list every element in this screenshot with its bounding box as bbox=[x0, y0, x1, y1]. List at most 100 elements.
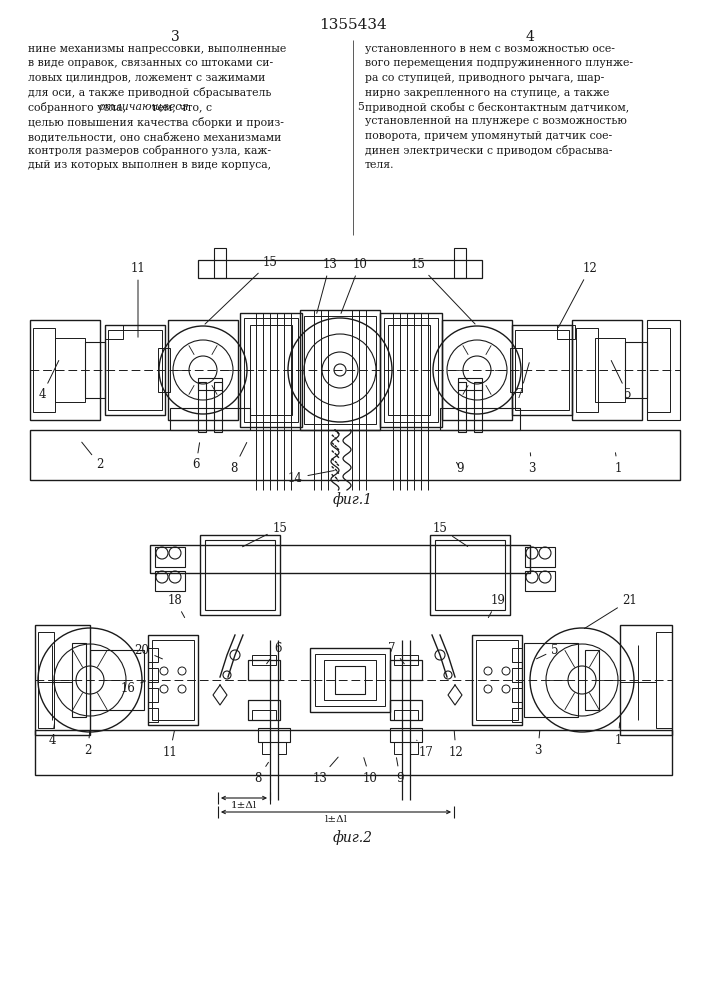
Text: для оси, а также приводной сбрасыватель: для оси, а также приводной сбрасыватель bbox=[28, 88, 271, 99]
Text: контроля размеров собранного узла, каж-: контроля размеров собранного узла, каж- bbox=[28, 145, 271, 156]
Text: фиг.2: фиг.2 bbox=[333, 830, 373, 845]
Text: 1355434: 1355434 bbox=[319, 18, 387, 32]
Bar bbox=[214, 248, 226, 278]
Text: 10: 10 bbox=[363, 758, 378, 784]
Bar bbox=[33, 328, 55, 412]
Bar bbox=[152, 640, 194, 720]
Text: 5: 5 bbox=[357, 102, 364, 112]
Bar bbox=[304, 316, 376, 424]
Text: l±Δl: l±Δl bbox=[325, 815, 348, 824]
Text: 19: 19 bbox=[489, 593, 506, 618]
Bar bbox=[244, 318, 298, 422]
Text: 1±Δl: 1±Δl bbox=[231, 801, 257, 810]
Bar bbox=[170, 408, 250, 430]
Bar bbox=[625, 342, 647, 398]
Text: 12: 12 bbox=[449, 731, 463, 758]
Bar bbox=[335, 666, 365, 694]
Bar bbox=[510, 348, 522, 392]
Bar bbox=[155, 547, 185, 567]
Bar bbox=[108, 330, 162, 410]
Bar bbox=[458, 378, 482, 390]
Bar bbox=[430, 535, 510, 615]
Text: 17: 17 bbox=[416, 740, 433, 758]
Bar bbox=[252, 710, 276, 720]
Bar bbox=[250, 325, 292, 415]
Text: нирно закрепленного на ступице, а также: нирно закрепленного на ступице, а также bbox=[365, 88, 609, 98]
Bar bbox=[512, 708, 522, 722]
Bar bbox=[105, 325, 165, 415]
Bar bbox=[454, 248, 466, 278]
Text: 1: 1 bbox=[614, 453, 621, 475]
Text: 9: 9 bbox=[396, 758, 404, 784]
Bar bbox=[148, 635, 198, 725]
Bar bbox=[30, 320, 100, 420]
Text: 3: 3 bbox=[534, 731, 542, 756]
Bar bbox=[474, 382, 482, 432]
Text: 15: 15 bbox=[243, 522, 288, 547]
Bar bbox=[278, 742, 286, 754]
Bar bbox=[30, 430, 680, 480]
Bar bbox=[656, 632, 672, 728]
Bar bbox=[394, 742, 402, 754]
Bar bbox=[557, 325, 575, 339]
Bar bbox=[315, 654, 385, 706]
Bar bbox=[262, 742, 270, 754]
Text: фиг.1: фиг.1 bbox=[333, 492, 373, 507]
Bar bbox=[158, 348, 170, 392]
Bar bbox=[388, 325, 430, 415]
Bar bbox=[576, 328, 598, 412]
Text: 18: 18 bbox=[168, 593, 185, 618]
Bar bbox=[390, 660, 422, 680]
Text: дый из которых выполнен в виде корпуса,: дый из которых выполнен в виде корпуса, bbox=[28, 160, 271, 170]
Text: вого перемещения подпружиненного плунже-: вого перемещения подпружиненного плунже- bbox=[365, 58, 633, 68]
Bar bbox=[585, 650, 599, 710]
Bar bbox=[155, 571, 185, 591]
Bar bbox=[310, 648, 390, 712]
Text: установленного в нем с возможностью осе-: установленного в нем с возможностью осе- bbox=[365, 44, 615, 54]
Bar bbox=[647, 320, 680, 420]
Bar bbox=[72, 643, 86, 717]
Text: 12: 12 bbox=[559, 261, 597, 328]
Bar bbox=[200, 535, 280, 615]
Bar bbox=[148, 648, 158, 662]
Text: 11: 11 bbox=[163, 731, 177, 758]
Text: целью повышения качества сборки и произ-: целью повышения качества сборки и произ- bbox=[28, 116, 284, 127]
Text: 9: 9 bbox=[456, 462, 464, 475]
Bar bbox=[85, 342, 105, 398]
Bar bbox=[248, 660, 280, 680]
Text: 16: 16 bbox=[121, 681, 146, 694]
Bar bbox=[198, 382, 206, 432]
Text: собранного узла,: собранного узла, bbox=[28, 102, 129, 113]
Bar bbox=[380, 313, 442, 427]
Text: нине механизмы напрессовки, выполненные: нине механизмы напрессовки, выполненные bbox=[28, 44, 286, 54]
Bar bbox=[198, 260, 482, 278]
Text: 5: 5 bbox=[612, 360, 632, 401]
Bar bbox=[512, 688, 522, 702]
Bar bbox=[512, 668, 522, 682]
Text: 3: 3 bbox=[170, 30, 180, 44]
Bar bbox=[168, 320, 238, 420]
Bar bbox=[476, 640, 518, 720]
Text: установленной на плунжере с возможностью: установленной на плунжере с возможностью bbox=[365, 116, 627, 126]
Text: 7: 7 bbox=[516, 363, 530, 401]
Bar bbox=[435, 540, 505, 610]
Text: тем, что, с: тем, что, с bbox=[148, 102, 212, 112]
Bar bbox=[390, 700, 422, 720]
Bar bbox=[90, 650, 144, 710]
Text: 13: 13 bbox=[317, 257, 337, 313]
Bar bbox=[472, 635, 522, 725]
Text: ра со ступицей, приводного рычага, шар-: ра со ступицей, приводного рычага, шар- bbox=[365, 73, 604, 83]
Bar bbox=[248, 700, 280, 720]
Bar bbox=[525, 571, 555, 591]
Bar bbox=[394, 655, 418, 665]
Text: 4: 4 bbox=[48, 723, 56, 746]
Text: поворота, причем упомянутый датчик сое-: поворота, причем упомянутый датчик сое- bbox=[365, 131, 612, 141]
Text: 15: 15 bbox=[433, 522, 468, 546]
Bar bbox=[150, 545, 530, 573]
Bar bbox=[647, 328, 670, 412]
Text: 10: 10 bbox=[341, 257, 368, 313]
Bar bbox=[620, 625, 672, 735]
Text: 4: 4 bbox=[38, 360, 59, 401]
Bar bbox=[258, 728, 290, 742]
Text: 15: 15 bbox=[205, 255, 277, 324]
